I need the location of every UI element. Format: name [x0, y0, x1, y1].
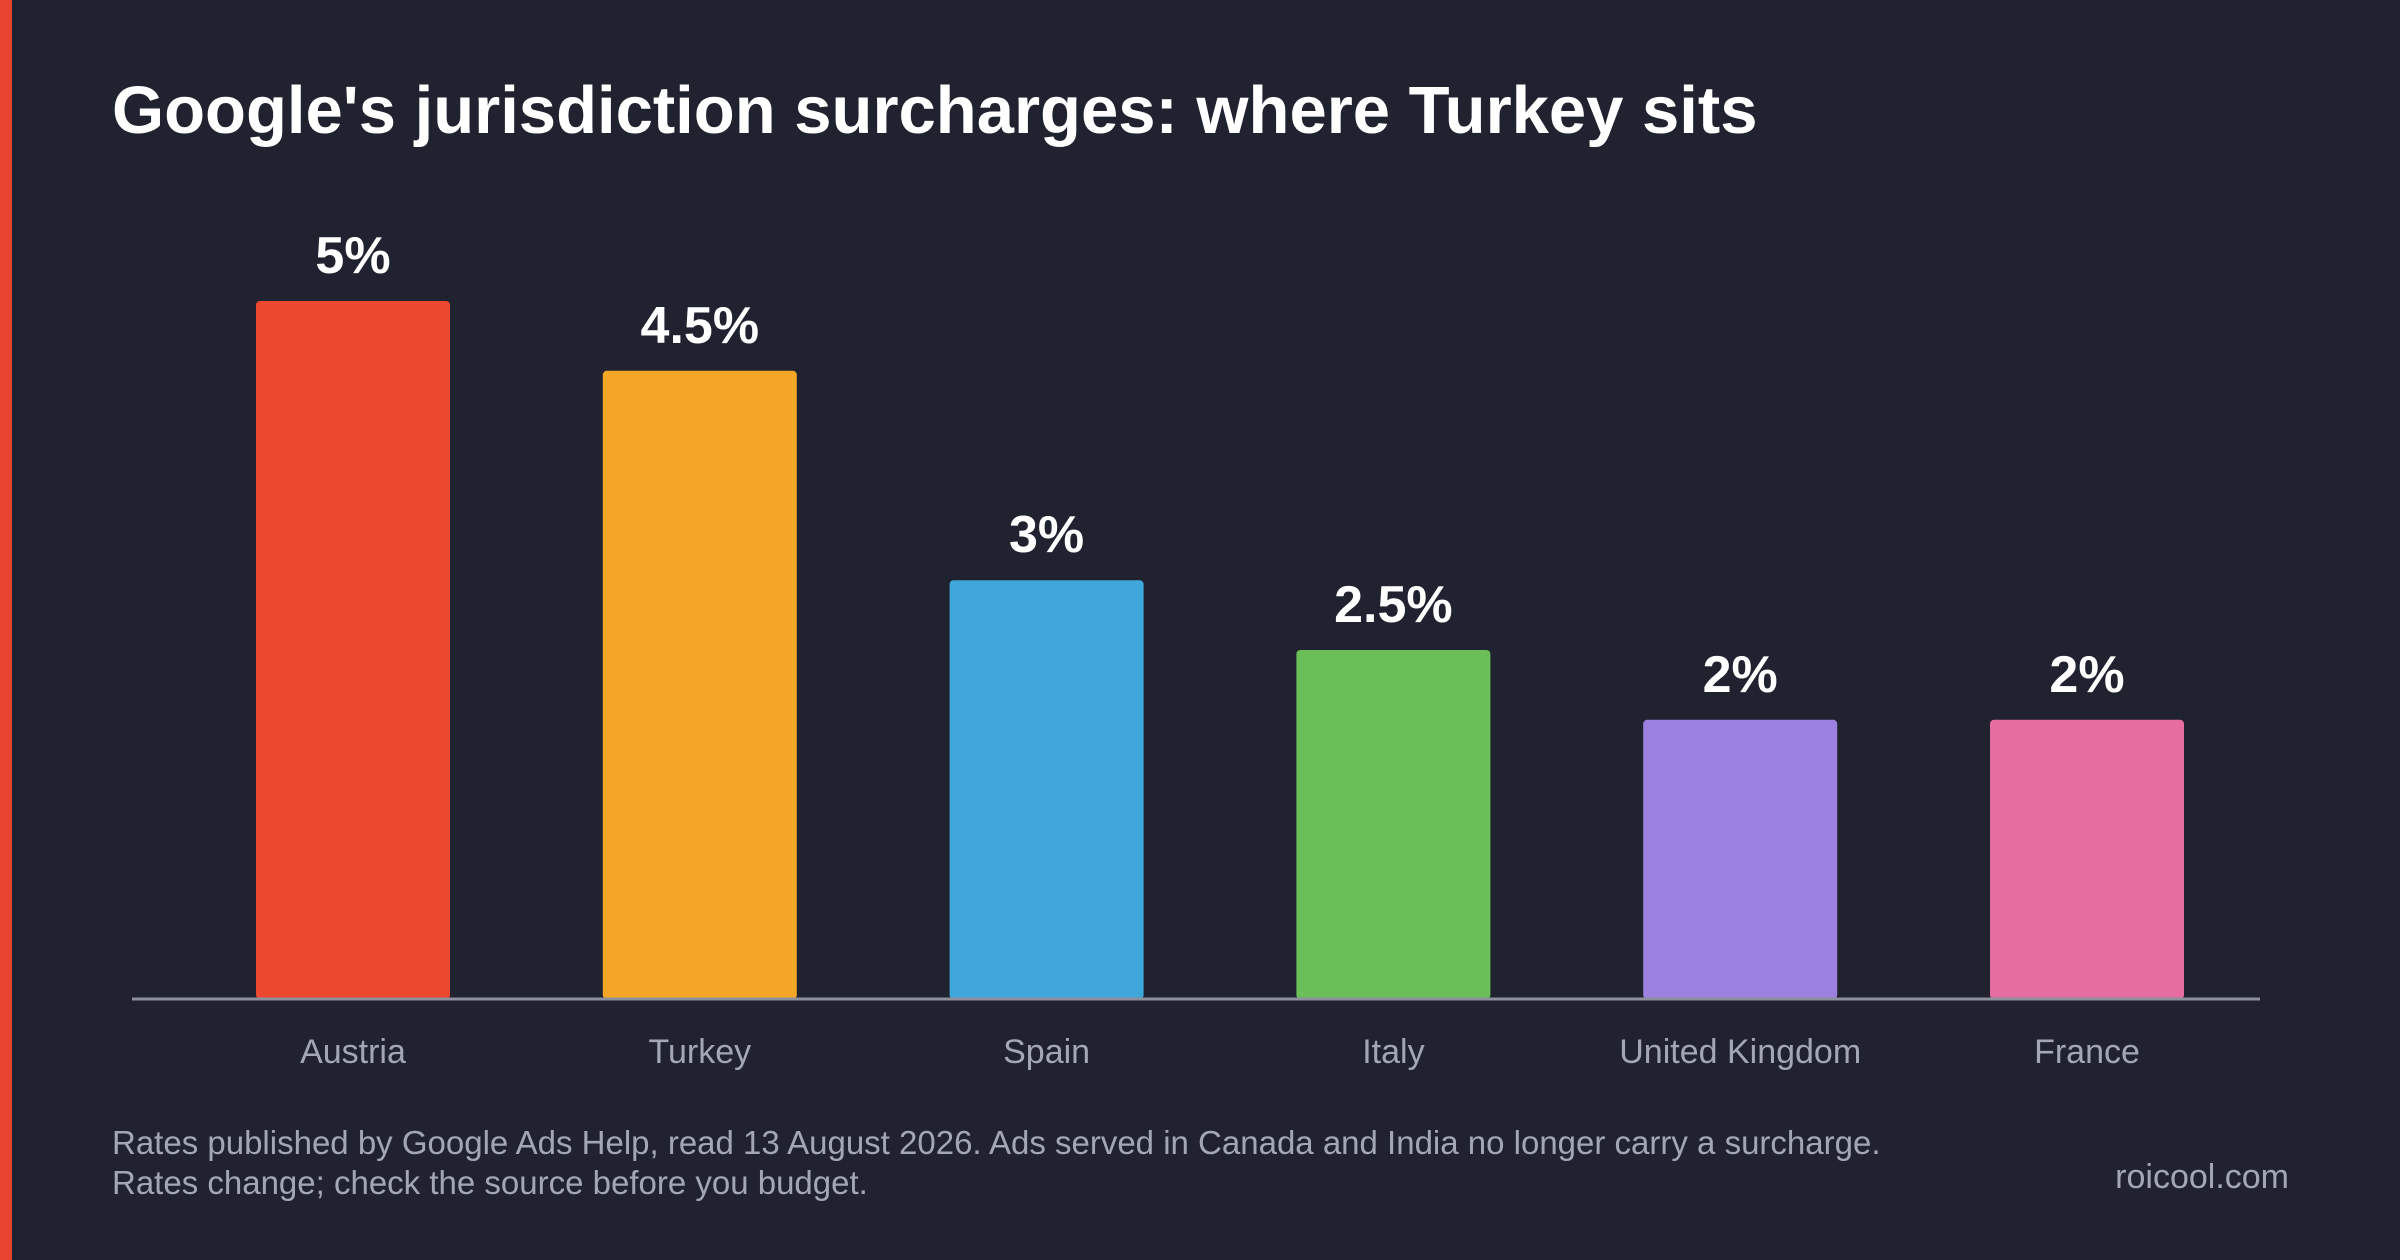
labels-layer: 5% Austria 4.5% Turkey 3% Spain 2.5% Italy 2% Uni…: [300, 227, 2140, 1071]
footnote: Rates published by Google Ads Help, read…: [112, 1123, 1880, 1203]
category-label: Turkey: [648, 1033, 751, 1071]
value-label: 2.5%: [1334, 576, 1453, 634]
value-label: 5%: [315, 227, 390, 285]
bars-layer: [256, 301, 2184, 999]
value-label: 4.5%: [641, 297, 760, 355]
value-label: 2%: [2049, 646, 2124, 704]
bar-italy: [1296, 650, 1491, 999]
category-label: Spain: [1003, 1033, 1090, 1071]
bar-united-kingdom: [1643, 719, 1838, 999]
footnote-line-1: Rates published by Google Ads Help, read…: [112, 1124, 1881, 1161]
bar-chart: 5% Austria 4.5% Turkey 3% Spain 2.5% Italy 2% Uni…: [132, 227, 2260, 1071]
category-label: Austria: [300, 1033, 406, 1071]
category-label: France: [2034, 1033, 2140, 1071]
chart-title: Google's jurisdiction surcharges: where …: [112, 73, 1758, 148]
value-label: 2%: [1703, 646, 1778, 704]
brand-credit: roicool.com: [2115, 1158, 2289, 1196]
bar-france: [1990, 719, 2184, 999]
category-label: Italy: [1362, 1033, 1424, 1071]
footnote-line-2: Rates change; check the source before yo…: [112, 1164, 868, 1201]
accent-bar: [0, 0, 12, 1260]
bar-austria: [256, 301, 450, 999]
category-label: United Kingdom: [1619, 1033, 1861, 1071]
bar-turkey: [602, 370, 797, 999]
value-label: 3%: [1009, 506, 1084, 564]
bar-spain: [949, 580, 1144, 999]
